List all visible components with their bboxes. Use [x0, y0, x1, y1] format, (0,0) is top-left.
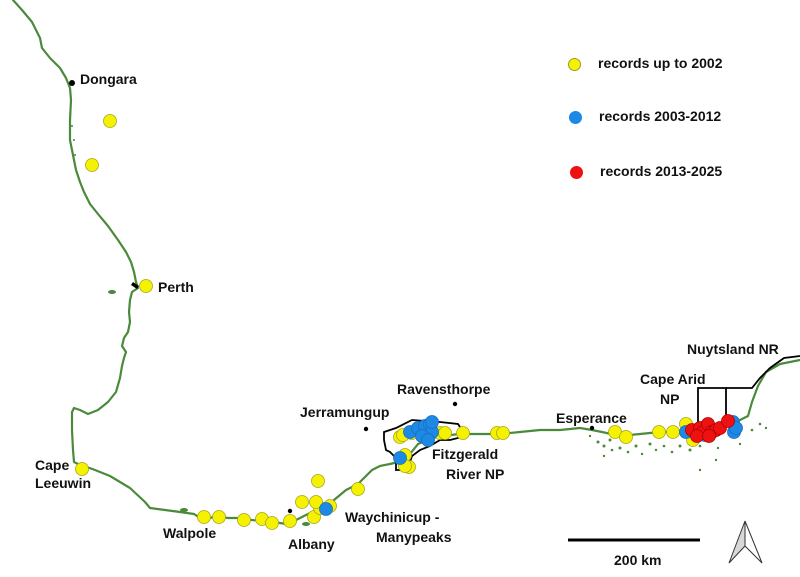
- record-point: [265, 516, 279, 530]
- record-point: [496, 426, 510, 440]
- label-jerramungup: Jerramungup: [300, 404, 390, 420]
- legend-item-up-to-2002: records up to 2002: [568, 55, 723, 71]
- label-cape-arid-2: NP: [660, 391, 680, 407]
- legend-label: records 2003-2012: [599, 108, 722, 124]
- label-cape-arid-1: Cape Arid: [640, 371, 706, 387]
- record-point: [295, 495, 309, 509]
- label-dongara: Dongara: [80, 71, 137, 87]
- town-markers: [69, 80, 595, 514]
- record-point: [197, 510, 211, 524]
- label-albany: Albany: [288, 536, 335, 552]
- record-point: [139, 279, 153, 293]
- label-waychinicup-2: Manypeaks: [376, 529, 452, 545]
- record-point: [283, 514, 297, 528]
- coastline: [11, 0, 800, 526]
- albany-dot: [287, 508, 293, 514]
- cape-arid-np-boundary: [697, 387, 727, 424]
- record-point: [103, 114, 117, 128]
- record-point: [421, 433, 435, 447]
- record-point: [393, 451, 407, 465]
- esperance-dot: [589, 425, 595, 431]
- scale-bar-label: 200 km: [614, 552, 662, 568]
- label-walpole: Walpole: [163, 525, 217, 541]
- legend-item-2003-2012: records 2003-2012: [569, 108, 721, 124]
- record-point: [212, 510, 226, 524]
- legend-label: records up to 2002: [598, 55, 723, 71]
- dongara-dot: [69, 80, 75, 86]
- north-arrow-icon: [728, 520, 763, 564]
- label-ravensthorpe: Ravensthorpe: [397, 381, 491, 397]
- fitzgerald-river-np-boundary: [383, 419, 464, 471]
- nuytsland-nr-boundary: [726, 355, 800, 389]
- label-cape-leeuwin-2: Leeuwin: [35, 475, 92, 491]
- record-point: [438, 426, 452, 440]
- ravensthorpe-dot: [452, 401, 458, 407]
- record-point: [319, 502, 333, 516]
- islands: [71, 125, 768, 526]
- record-point: [237, 513, 251, 527]
- record-point: [702, 429, 716, 443]
- blue-dot-icon: [569, 111, 582, 124]
- label-waychinicup-1: Waychinicup -: [345, 509, 440, 525]
- legend-label: records 2013-2025: [600, 163, 723, 179]
- label-cape-leeuwin-1: Cape: [35, 457, 70, 473]
- label-fitzgerald-1: Fitzgerald: [432, 446, 499, 462]
- record-point: [652, 425, 666, 439]
- red-dot-icon: [570, 166, 583, 179]
- perth-marker: [131, 282, 139, 289]
- record-point: [311, 474, 325, 488]
- record-point: [721, 414, 735, 428]
- record-point: [666, 425, 680, 439]
- jerramungup-dot: [363, 426, 369, 432]
- label-fitzgerald-2: River NP: [446, 466, 505, 482]
- legend-item-2013-2025: records 2013-2025: [570, 163, 722, 179]
- record-point: [425, 415, 439, 429]
- record-point: [309, 495, 323, 509]
- record-point: [690, 429, 704, 443]
- record-point: [619, 430, 633, 444]
- record-point: [351, 482, 365, 496]
- record-points: [75, 114, 743, 530]
- label-perth: Perth: [158, 279, 194, 295]
- record-point: [75, 462, 89, 476]
- yellow-dot-icon: [568, 58, 581, 71]
- label-esperance: Esperance: [556, 410, 627, 426]
- record-point: [456, 426, 470, 440]
- record-point: [85, 158, 99, 172]
- label-nuytsland: Nuytsland NR: [687, 341, 779, 357]
